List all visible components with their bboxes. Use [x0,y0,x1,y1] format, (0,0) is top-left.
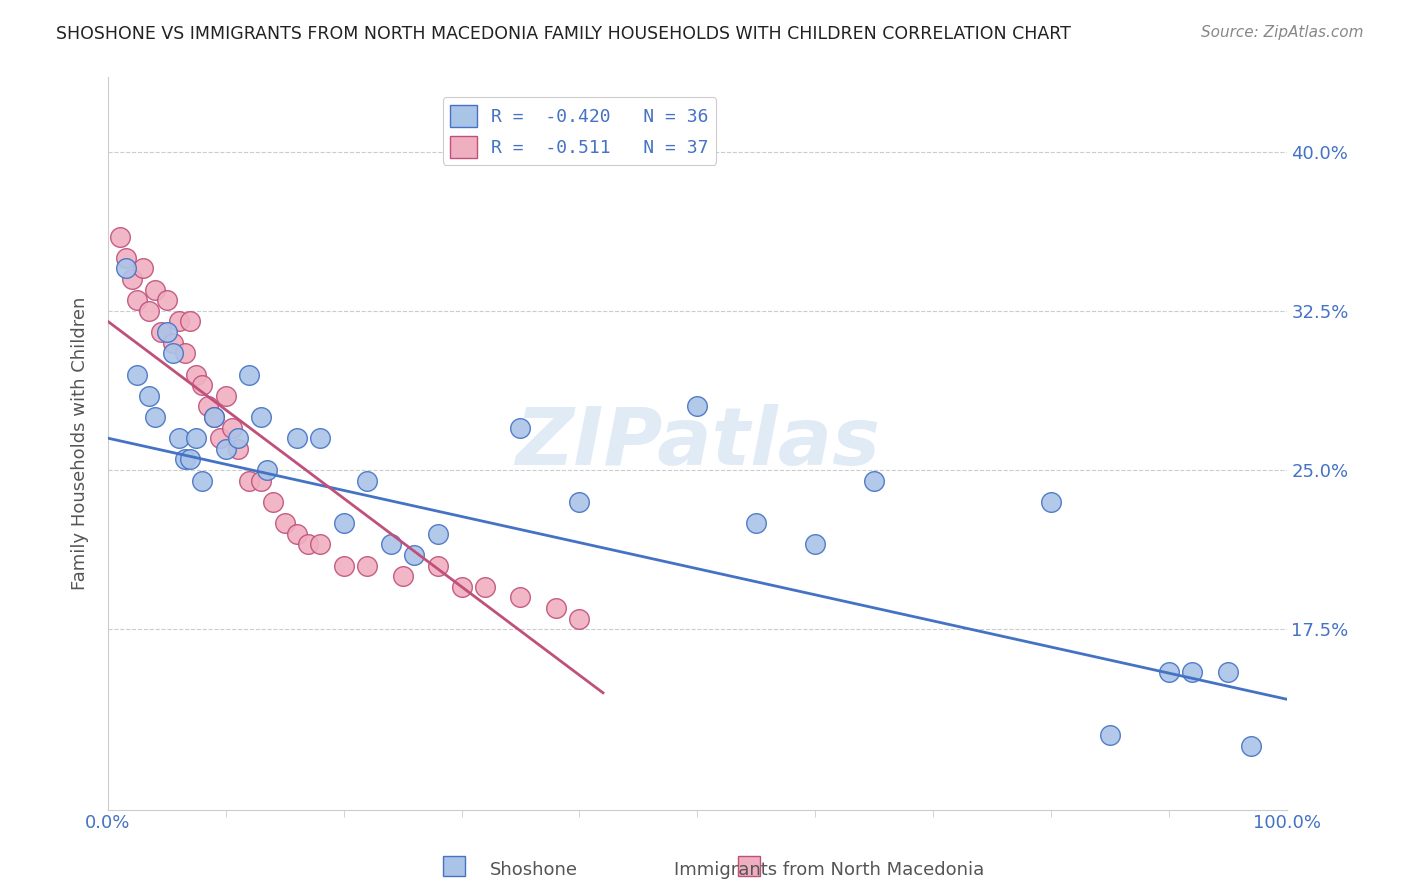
Point [1181,665,1204,679]
Text: ZIPatlas: ZIPatlas [515,404,880,483]
Point [568,495,591,509]
Point [238,474,260,488]
Point [173,346,195,360]
Point [138,389,160,403]
Point [1240,739,1263,753]
Point [686,400,709,414]
Point [262,495,284,509]
Point [108,229,131,244]
Point [202,409,225,424]
Point [309,537,332,551]
Point [197,400,219,414]
Point [156,293,179,308]
Point [544,601,567,615]
Point [221,420,243,434]
Point [114,261,136,276]
Point [250,474,273,488]
Point [202,409,225,424]
Legend: R =  -0.420   N = 36, R =  -0.511   N = 37: R = -0.420 N = 36, R = -0.511 N = 37 [443,97,716,165]
Point [509,420,531,434]
Point [127,293,149,308]
Point [162,346,184,360]
Point [132,261,155,276]
Point [167,431,190,445]
Text: Immigrants from North Macedonia: Immigrants from North Macedonia [675,861,984,879]
Point [238,368,260,382]
Point [114,251,136,265]
Point [191,378,214,392]
Text: Shoshone: Shoshone [491,861,578,879]
Point [285,526,308,541]
Point [863,474,886,488]
Point [1216,665,1239,679]
Point [208,431,231,445]
Point [427,558,450,573]
Point [226,442,249,456]
Point [179,452,201,467]
Point [173,452,195,467]
Point [309,431,332,445]
Point [332,516,354,530]
Point [162,335,184,350]
Point [143,409,166,424]
Point [215,442,238,456]
Point [1039,495,1062,509]
Point [179,314,201,328]
Point [121,272,143,286]
Point [391,569,413,583]
Point [226,431,249,445]
Y-axis label: Family Households with Children: Family Households with Children [72,297,89,591]
Point [143,283,166,297]
Point [380,537,402,551]
Point [274,516,297,530]
Point [804,537,827,551]
Text: SHOSHONE VS IMMIGRANTS FROM NORTH MACEDONIA FAMILY HOUSEHOLDS WITH CHILDREN CORR: SHOSHONE VS IMMIGRANTS FROM NORTH MACEDO… [56,25,1071,43]
Point [250,409,273,424]
Point [509,591,531,605]
Point [297,537,319,551]
Point [150,325,173,339]
Point [138,304,160,318]
Point [474,580,496,594]
Point [356,474,378,488]
Point [127,368,149,382]
Point [191,474,214,488]
Point [568,611,591,625]
Point [285,431,308,445]
Point [450,580,472,594]
Point [427,526,450,541]
Point [215,389,238,403]
Point [186,368,208,382]
Point [186,431,208,445]
Point [356,558,378,573]
Point [404,548,426,562]
Point [745,516,768,530]
Point [167,314,190,328]
Point [1098,728,1121,742]
Point [156,325,179,339]
Point [1157,665,1180,679]
Point [256,463,278,477]
Point [332,558,354,573]
Text: Source: ZipAtlas.com: Source: ZipAtlas.com [1201,25,1364,40]
